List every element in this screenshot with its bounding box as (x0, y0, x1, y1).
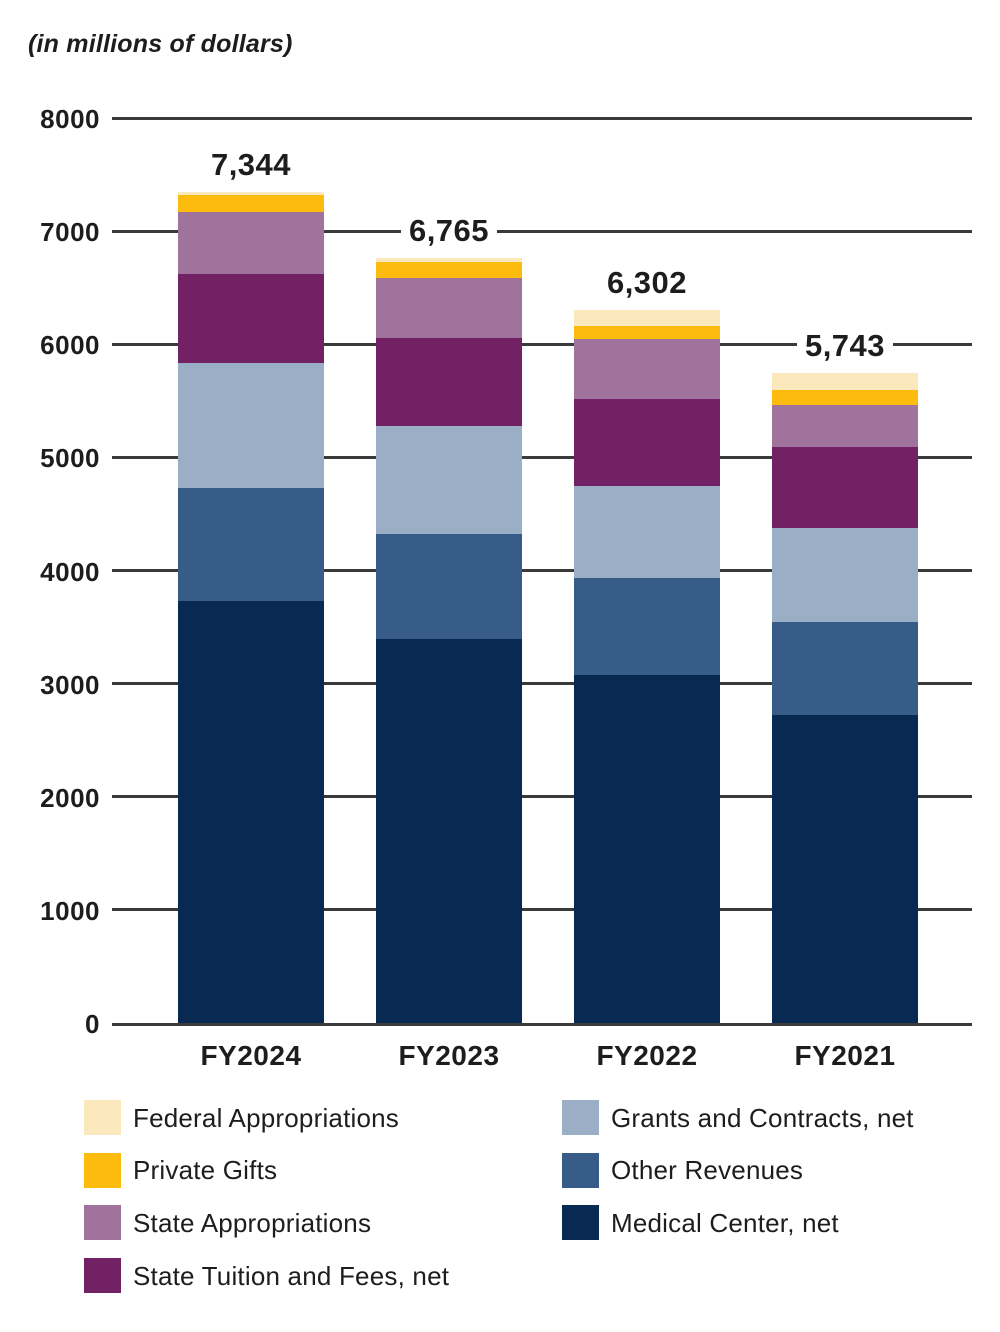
bar-segment (376, 426, 522, 534)
bar-segment (772, 373, 918, 391)
y-axis-tick-label-6000: 6000 (40, 330, 100, 361)
legend-label: Medical Center, net (611, 1207, 839, 1238)
bar-total-label: 6,765 (349, 211, 549, 250)
legend-label: Other Revenues (611, 1155, 804, 1186)
bar-segment (376, 257, 522, 263)
legend-label: Federal Appropriations (133, 1102, 399, 1133)
bar-segment (772, 621, 918, 715)
y-axis-tick-label-0: 0 (85, 1009, 100, 1039)
legend-label: Private Gifts (133, 1155, 278, 1186)
bar-segment (178, 600, 324, 1023)
bar-segment (376, 638, 522, 1023)
gridline-0 (112, 1023, 972, 1026)
legend-swatch (562, 1205, 599, 1241)
gridline-3000 (112, 682, 972, 686)
bar-segment (178, 273, 324, 364)
bar-total-label: 6,302 (547, 264, 747, 303)
bar-segment (574, 577, 720, 676)
bar-segment (178, 195, 324, 212)
legend-swatch (562, 1152, 599, 1188)
legend-label: State Tuition and Fees, net (133, 1260, 450, 1291)
bar-segment (772, 527, 918, 622)
bar-segment (574, 310, 720, 327)
bar-segment (574, 339, 720, 400)
bar-total-label: 5,743 (745, 327, 945, 366)
gridline-5000 (112, 455, 972, 459)
x-axis-category-label-FY2022: FY2022 (596, 1040, 698, 1071)
y-axis-tick-label-1000: 1000 (40, 895, 100, 926)
x-axis-category-label-FY2024: FY2024 (200, 1040, 302, 1071)
bar-segment (772, 390, 918, 406)
y-axis-tick-label-4000: 4000 (40, 556, 100, 587)
legend-swatch (562, 1100, 599, 1135)
bar-segment (376, 262, 522, 278)
chart-title: (in millions of dollars) (28, 30, 293, 58)
bar-segment (178, 211, 324, 274)
x-axis-category-label-FY2023: FY2023 (398, 1040, 500, 1071)
bar-segment (574, 399, 720, 486)
bar-segment (178, 487, 324, 601)
legend-label: State Appropriations (133, 1207, 372, 1238)
bar-segment (772, 714, 918, 1023)
gridline-8000 (112, 116, 972, 120)
bar-segment (574, 675, 720, 1023)
y-axis-tick-label-8000: 8000 (40, 104, 100, 134)
legend-swatch (84, 1152, 121, 1188)
gridline-2000 (112, 795, 972, 799)
y-axis-tick-label-2000: 2000 (40, 782, 100, 813)
bar-segment (376, 277, 522, 339)
gridline-4000 (112, 569, 972, 572)
x-axis-category-label-FY2021: FY2021 (794, 1040, 896, 1071)
bar-segment (178, 192, 324, 196)
legend-swatch (84, 1205, 121, 1241)
legend-swatch (84, 1258, 121, 1294)
gridline-1000 (112, 908, 972, 912)
gridline-6000 (112, 342, 972, 346)
y-axis-tick-label-5000: 5000 (40, 443, 100, 474)
legend-label: Grants and Contracts, net (611, 1102, 914, 1133)
bar-segment (376, 533, 522, 639)
bar-segment (178, 363, 324, 488)
y-axis-tick-label-7000: 7000 (40, 217, 100, 248)
bar-segment (772, 447, 918, 528)
gridline-7000 (112, 229, 972, 233)
legend-swatch (84, 1100, 121, 1135)
bar-segment (376, 338, 522, 427)
bar-total-label: 7,344 (151, 146, 351, 185)
bar-segment (574, 326, 720, 340)
bar-segment (574, 485, 720, 578)
y-axis-tick-label-3000: 3000 (40, 669, 100, 700)
bar-segment (772, 405, 918, 448)
